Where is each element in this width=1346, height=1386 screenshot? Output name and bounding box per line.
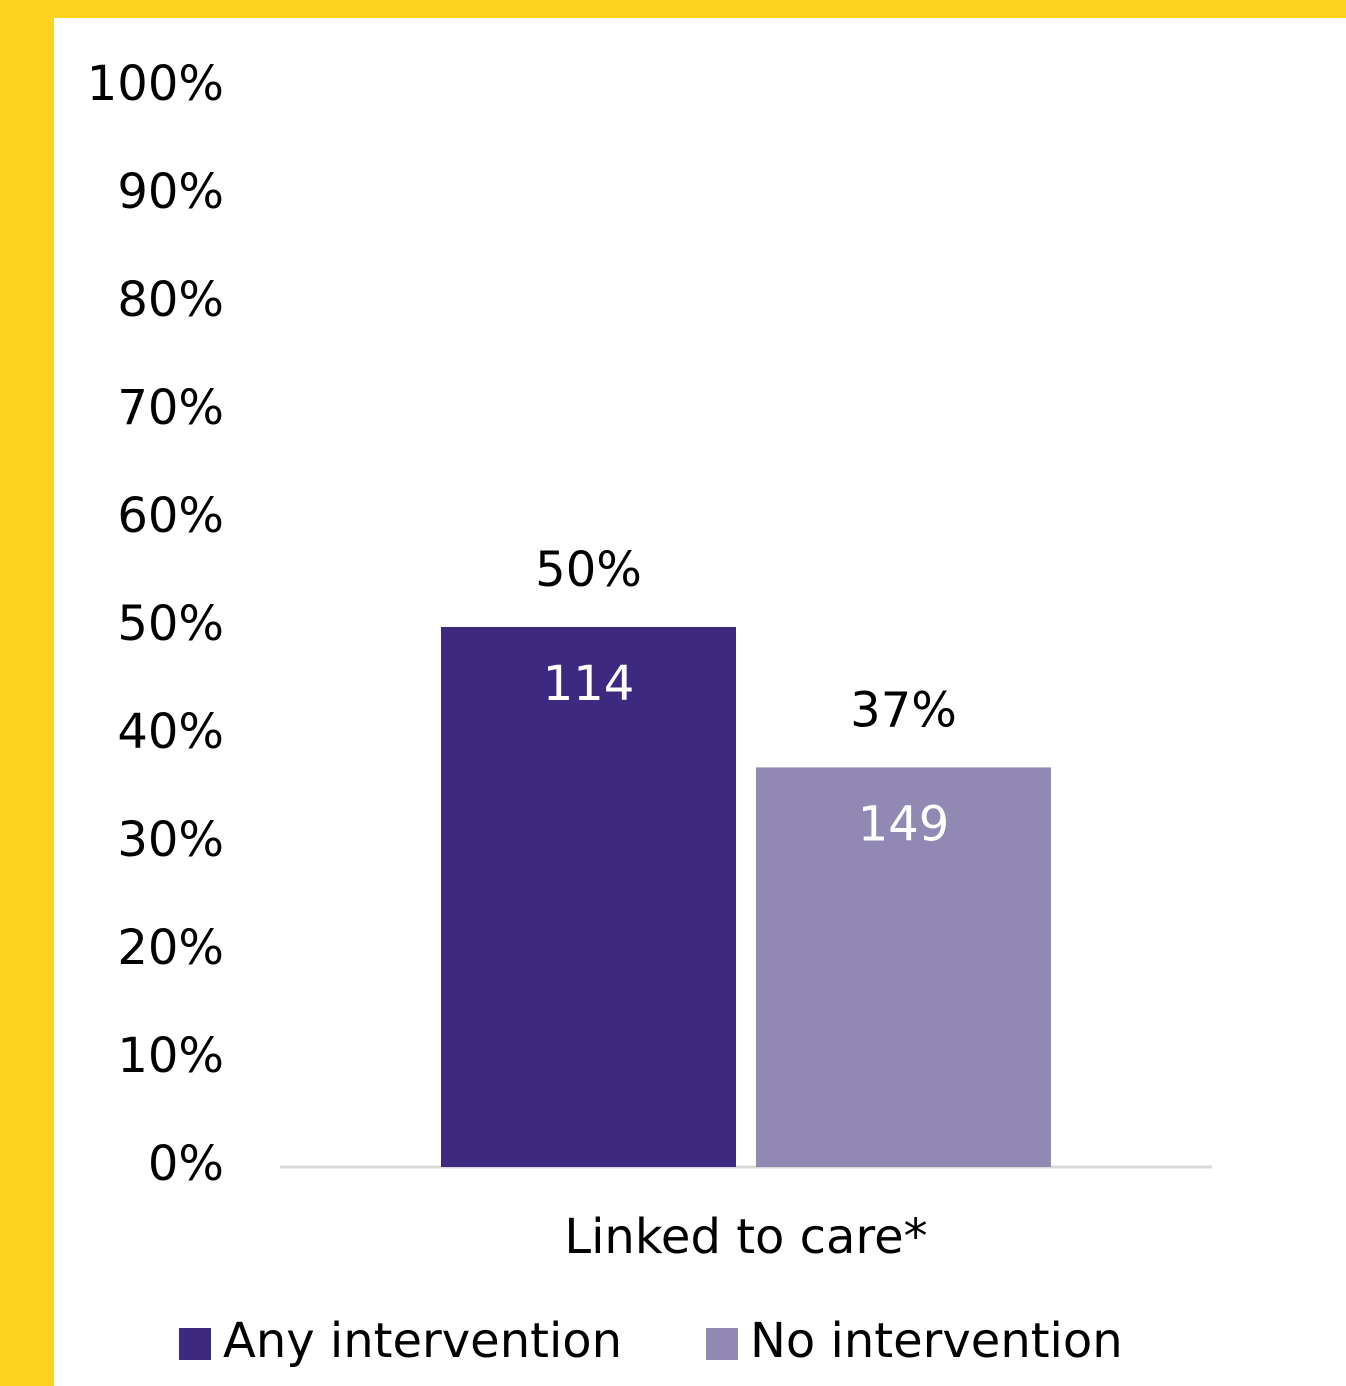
- y-tick-label: 100%: [87, 56, 224, 112]
- y-tick-label: 60%: [117, 488, 224, 544]
- legend-swatch: [706, 1328, 738, 1360]
- bar: [756, 767, 1051, 1167]
- value-label: 50%: [535, 542, 642, 598]
- y-tick-label: 10%: [117, 1028, 224, 1084]
- y-tick-label: 20%: [117, 920, 224, 976]
- y-tick-label: 70%: [117, 380, 224, 436]
- count-label: 149: [858, 796, 950, 852]
- y-tick-label: 50%: [117, 596, 224, 652]
- y-tick-label: 30%: [117, 812, 224, 868]
- legend-label: No intervention: [750, 1313, 1123, 1369]
- count-label: 114: [543, 656, 635, 712]
- value-label: 37%: [850, 682, 957, 738]
- x-tick-label: Linked to care*: [564, 1209, 927, 1265]
- y-tick-label: 0%: [148, 1136, 224, 1192]
- y-tick-label: 40%: [117, 704, 224, 760]
- y-tick-label: 90%: [117, 164, 224, 220]
- legend-swatch: [179, 1328, 211, 1360]
- bar: [441, 627, 736, 1167]
- legend-label: Any intervention: [223, 1313, 622, 1369]
- y-tick-label: 80%: [117, 272, 224, 328]
